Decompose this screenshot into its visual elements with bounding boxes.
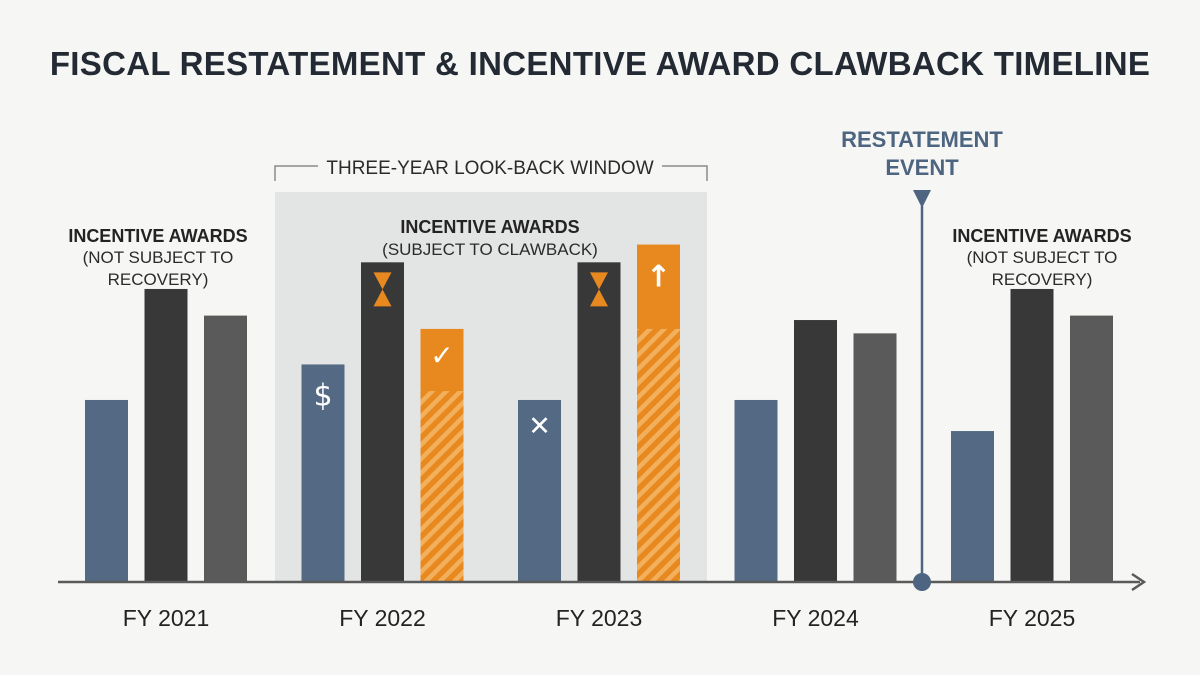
svg-text:✓: ✓ [430, 339, 453, 372]
restatement-event-dot [913, 573, 931, 591]
bar-fy-2023-series-1 [518, 399, 561, 582]
hourglass-icon [373, 272, 392, 307]
restatement-event-pointer-icon [913, 190, 931, 208]
x-mark-icon: ✕ [528, 411, 551, 442]
restatement-event-label-line-2: EVENT [885, 155, 959, 180]
right-group-subheading-line-2: RECOVERY) [992, 270, 1093, 289]
svg-text:✕: ✕ [528, 411, 551, 442]
restatement-event-label-line-1: RESTATEMENT [841, 127, 1003, 152]
tick-label-fy-2023: FY 2023 [556, 605, 643, 631]
tick-label-fy-2024: FY 2024 [772, 605, 859, 631]
left-group-heading: INCENTIVE AWARDS [68, 226, 247, 246]
bar-fy-2024-series-3 [853, 333, 897, 582]
lookback-group-heading: INCENTIVE AWARDS [400, 217, 579, 237]
tick-label-fy-2022: FY 2022 [339, 605, 426, 631]
left-group-subheading-line-1: (NOT SUBJECT TO [83, 248, 234, 267]
bar-fy-2023-series-2 [577, 262, 621, 582]
bar-fy-2024-series-1 [734, 399, 778, 582]
icons-layer: $ ✓ ✕ ↑ [313, 260, 671, 442]
bar-fy-2021-series-2 [144, 288, 188, 582]
bar-fy-2025-series-2 [1010, 288, 1054, 582]
right-group-subheading-line-1: (NOT SUBJECT TO [967, 248, 1118, 267]
tick-label-fy-2025: FY 2025 [989, 605, 1076, 631]
bars-layer [85, 244, 1113, 582]
left-group-subheading-line-2: RECOVERY) [108, 270, 209, 289]
bar-fy-2025-series-1 [951, 431, 994, 582]
svg-text:↑: ↑ [646, 260, 671, 295]
lookback-window-bracket [274, 165, 708, 181]
checkmark-icon: ✓ [430, 339, 453, 372]
lookback-window-shading [275, 192, 707, 582]
x-axis-ticks: FY 2021 FY 2022 FY 2023 FY 2024 FY 2025 [123, 605, 1076, 631]
bar-fy-2021-series-3 [204, 315, 247, 582]
hourglass-icon [590, 272, 608, 307]
bar-fy-2022-series-1 [301, 364, 345, 582]
svg-text:$: $ [313, 378, 332, 413]
lookback-group-subheading: (SUBJECT TO CLAWBACK) [382, 240, 598, 259]
clawback-recoverable-fy-2022 [420, 391, 464, 582]
bar-fy-2021-series-1 [85, 399, 128, 582]
lookback-window-label: THREE-YEAR LOOK-BACK WINDOW [326, 158, 653, 179]
x-axis-arrow-icon [1131, 572, 1147, 592]
clawback-recoverable-fy-2023 [637, 328, 680, 582]
bar-fy-2024-series-2 [794, 320, 837, 582]
chart-title: FISCAL RESTATEMENT & INCENTIVE AWARD CLA… [50, 45, 1150, 82]
bar-fy-2025-series-3 [1070, 315, 1113, 582]
tick-label-fy-2021: FY 2021 [123, 605, 210, 631]
dollar-icon: $ [313, 378, 332, 413]
up-arrow-icon: ↑ [646, 260, 671, 295]
right-group-heading: INCENTIVE AWARDS [952, 226, 1131, 246]
bar-fy-2022-series-2 [361, 262, 404, 582]
